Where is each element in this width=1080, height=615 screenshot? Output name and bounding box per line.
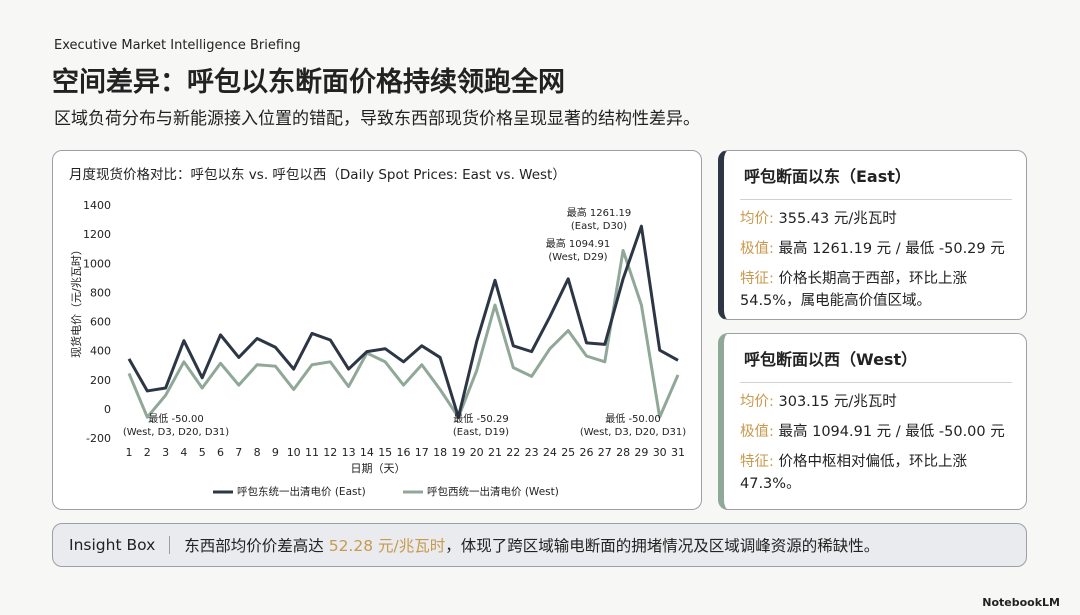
card-row: 均价: 303.15 元/兆瓦时	[740, 391, 1012, 413]
chart-title: 月度现货价格对比：呼包以东 vs. 呼包以西（Daily Spot Prices…	[69, 166, 566, 183]
x-tick-label: 14	[360, 446, 374, 459]
west-card: 呼包断面以西（West） 均价: 303.15 元/兆瓦时 极值: 最高 1094.…	[718, 333, 1027, 510]
y-tick-label: -200	[86, 432, 111, 445]
x-tick-label: 6	[217, 446, 224, 459]
insight-text: 东西部均价价差高达 52.28 元/兆瓦时，体现了跨区域输电断面的拥堵情况及区域…	[170, 534, 879, 556]
y-tick-label: 400	[90, 345, 111, 358]
legend-label: 呼包西统一出清电价 (West)	[427, 485, 559, 498]
row-label: 均价:	[740, 211, 774, 227]
card-row: 极值: 最高 1261.19 元 / 最低 -50.29 元	[740, 238, 1012, 260]
card-row: 特征: 价格中枢相对偏低，环比上涨47.3%。	[740, 451, 1012, 495]
annotation: (West, D3, D20, D31)	[123, 427, 229, 438]
x-axis-label: 日期（天）	[351, 462, 406, 475]
x-tick-label: 21	[488, 446, 502, 459]
row-label: 特征:	[740, 454, 774, 470]
card-title: 呼包断面以西（West）	[744, 350, 918, 369]
annotation: 最低 -50.29	[453, 412, 508, 425]
x-tick-label: 20	[470, 446, 484, 459]
annotation: (West, D29)	[548, 252, 607, 263]
row-label: 极值:	[740, 424, 774, 440]
insight-label: Insight Box	[53, 536, 171, 554]
x-tick-label: 15	[378, 446, 392, 459]
y-tick-label: 1000	[83, 257, 111, 270]
x-tick-label: 31	[671, 446, 685, 459]
x-tick-label: 8	[254, 446, 261, 459]
row-label: 极值:	[740, 241, 774, 257]
x-tick-label: 30	[653, 446, 667, 459]
annotation: (East, D19)	[453, 427, 509, 438]
legend-label: 呼包东统一出清电价 (East)	[237, 485, 366, 498]
annotation: (West, D3, D20, D31)	[580, 427, 686, 438]
x-tick-label: 19	[451, 446, 465, 459]
x-tick-label: 3	[162, 446, 169, 459]
insight-before: 东西部均价价差高达	[184, 537, 329, 555]
insight-box: Insight Box 东西部均价价差高达 52.28 元/兆瓦时，体现了跨区域…	[52, 523, 1027, 567]
chart: 月度现货价格对比：呼包以东 vs. 呼包以西（Daily Spot Prices…	[69, 166, 686, 498]
row-text: 价格长期高于西部，环比上涨54.5%，属电能高价值区域。	[740, 271, 967, 309]
card-title: 呼包断面以东（East）	[744, 167, 911, 186]
x-tick-label: 2	[144, 446, 151, 459]
series-line	[127, 248, 680, 419]
x-tick-label: 5	[199, 446, 206, 459]
card-row: 特征: 价格长期高于西部，环比上涨54.5%，属电能高价值区域。	[740, 268, 1012, 312]
row-text: 303.15 元/兆瓦时	[778, 394, 897, 410]
series-line	[127, 224, 679, 419]
annotation: (East, D30)	[571, 221, 627, 232]
x-tick-label: 23	[525, 446, 539, 459]
y-tick-label: 1400	[83, 199, 111, 212]
annotation: 最高 1094.91	[546, 237, 611, 250]
row-text: 最高 1094.91 元 / 最低 -50.00 元	[778, 424, 1005, 440]
x-tick-label: 1	[126, 446, 133, 459]
row-text: 355.43 元/兆瓦时	[778, 211, 897, 227]
east-card: 呼包断面以东（East） 均价: 355.43 元/兆瓦时 极值: 最高 1261.…	[718, 150, 1027, 320]
card-divider	[740, 199, 1012, 200]
x-tick-label: 7	[235, 446, 242, 459]
row-label: 特征:	[740, 271, 774, 287]
x-tick-label: 27	[598, 446, 612, 459]
row-label: 均价:	[740, 394, 774, 410]
annotation: 最低 -50.00	[605, 412, 660, 425]
title: 空间差异：呼包以东断面价格持续领跑全网	[52, 67, 565, 98]
x-tick-label: 12	[323, 446, 337, 459]
chart-card: 月度现货价格对比：呼包以东 vs. 呼包以西（Daily Spot Prices…	[52, 150, 702, 510]
x-tick-label: 29	[634, 446, 648, 459]
x-tick-label: 10	[287, 446, 301, 459]
annotation: 最高 1261.19	[567, 206, 632, 219]
annotation: 最低 -50.00	[148, 412, 203, 425]
x-tick-label: 17	[415, 446, 429, 459]
x-tick-label: 28	[616, 446, 630, 459]
y-tick-label: 800	[90, 286, 111, 299]
insight-highlight: 52.28 元/兆瓦时	[328, 537, 446, 555]
x-tick-label: 13	[342, 446, 356, 459]
x-tick-label: 9	[272, 446, 279, 459]
x-tick-label: 18	[433, 446, 447, 459]
card-divider	[740, 382, 1012, 383]
logo: NotebookLM	[982, 596, 1060, 609]
x-tick-label: 4	[180, 446, 187, 459]
subtitle: 区域负荷分布与新能源接入位置的错配，导致东西部现货价格呈现显著的结构性差异。	[54, 109, 700, 129]
y-tick-label: 1200	[83, 228, 111, 241]
x-tick-label: 26	[580, 446, 594, 459]
insight-after: ，体现了跨区域输电断面的拥堵情况及区域调峰资源的稀缺性。	[445, 537, 880, 555]
card-row: 均价: 355.43 元/兆瓦时	[740, 208, 1012, 230]
y-axis-label: 现货电价（元/兆瓦时）	[69, 244, 83, 358]
card-row: 极值: 最高 1094.91 元 / 最低 -50.00 元	[740, 421, 1012, 443]
kicker: Executive Market Intelligence Briefing	[54, 38, 301, 53]
x-tick-label: 22	[506, 446, 520, 459]
x-tick-label: 25	[561, 446, 575, 459]
row-text: 价格中枢相对偏低，环比上涨47.3%。	[740, 454, 967, 492]
x-tick-label: 16	[397, 446, 411, 459]
x-tick-label: 24	[543, 446, 557, 459]
y-tick-label: 600	[90, 316, 111, 329]
x-tick-label: 11	[305, 446, 319, 459]
y-tick-label: 200	[90, 374, 111, 387]
row-text: 最高 1261.19 元 / 最低 -50.29 元	[778, 241, 1005, 257]
y-tick-label: 0	[104, 403, 111, 416]
